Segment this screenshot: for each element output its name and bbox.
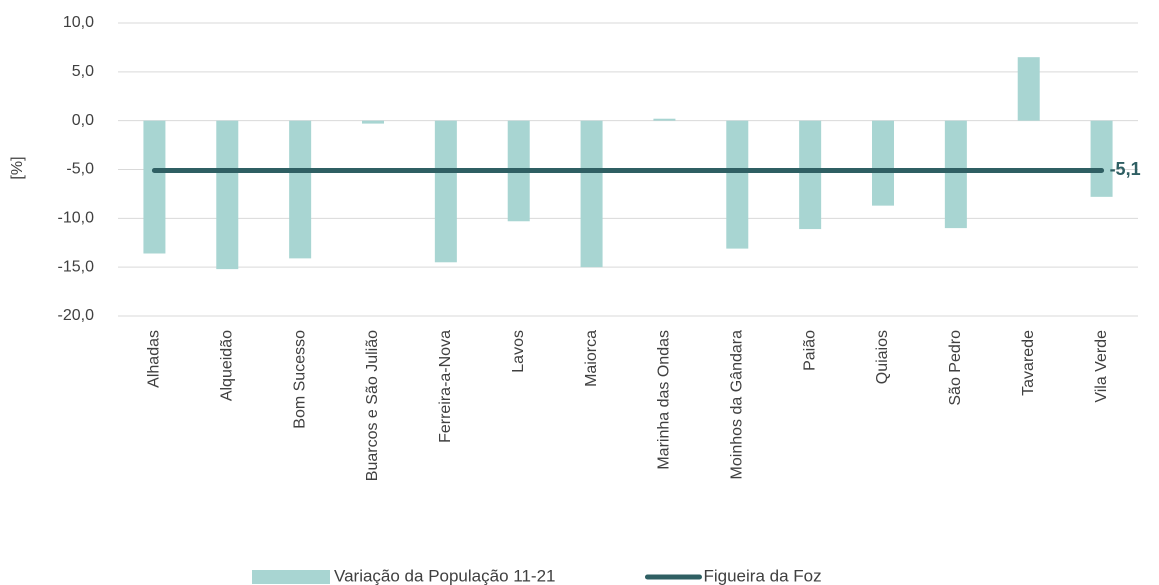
y-tick-label: -10,0 xyxy=(58,210,95,227)
bar xyxy=(216,120,239,270)
x-tick-label: Bom Sucesso xyxy=(291,330,308,429)
y-tick-label: -15,0 xyxy=(58,258,95,275)
bar xyxy=(1017,57,1040,121)
x-tick-label: Lavos xyxy=(510,330,527,373)
x-tick-label: Moinhos da Gândara xyxy=(729,330,746,480)
bar xyxy=(434,120,457,263)
data-label: -5,1 xyxy=(1110,159,1141,179)
x-tick-label: Alhadas xyxy=(146,330,163,388)
bar xyxy=(143,120,166,254)
bar xyxy=(362,120,384,124)
x-tick-label: São Pedro xyxy=(947,330,964,406)
legend-label: Variação da População 11-21 xyxy=(334,566,555,585)
legend-label: Figueira da Foz xyxy=(703,566,821,585)
x-tick-label: Buarcos e São Julião xyxy=(364,330,381,481)
bar xyxy=(580,120,603,268)
bar xyxy=(653,118,676,121)
bar xyxy=(289,120,312,259)
x-tick-label: Maiorca xyxy=(583,330,600,387)
bar xyxy=(944,120,967,229)
y-tick-label: -20,0 xyxy=(58,307,95,324)
x-tick-label: Marinha das Ondas xyxy=(656,330,673,470)
y-tick-label: 10,0 xyxy=(63,14,94,31)
bar xyxy=(799,120,822,230)
x-tick-label: Ferreira-a-Nova xyxy=(437,330,454,443)
x-tick-label: Quiaios xyxy=(874,330,891,384)
bar xyxy=(872,120,894,206)
y-axis-label: [%] xyxy=(9,156,26,179)
y-tick-label: 5,0 xyxy=(72,63,94,80)
y-tick-label: 0,0 xyxy=(72,112,94,129)
bar xyxy=(726,120,749,249)
x-tick-label: Tavarede xyxy=(1020,330,1037,396)
legend-swatch xyxy=(252,570,330,584)
x-tick-label: Paião xyxy=(801,330,818,371)
x-tick-label: Alqueidão xyxy=(219,330,236,401)
y-tick-label: -5,0 xyxy=(66,161,94,178)
bar xyxy=(1090,120,1113,197)
x-tick-label: Vila Verde xyxy=(1093,330,1110,403)
